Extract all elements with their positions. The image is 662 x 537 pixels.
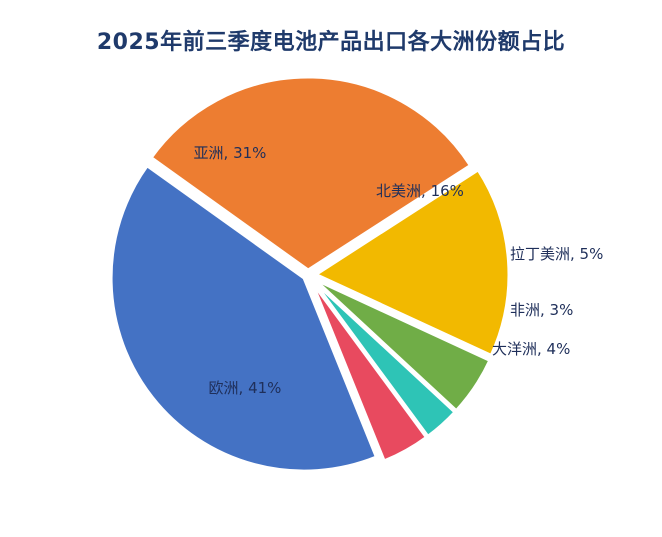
pie-labels: 欧洲, 41% 亚洲, 31% 北美洲, 16% 拉丁美洲, 5% 非洲, 3% 大洋洲,… bbox=[194, 144, 604, 397]
pie-slices bbox=[109, 75, 511, 473]
chart-title: 2025年前三季度电池产品出口各大洲份额占比 bbox=[96, 30, 566, 55]
pie-label-1: 欧洲, 41% bbox=[209, 379, 282, 397]
pie-label-4: 拉丁美洲, 5% bbox=[510, 245, 603, 263]
pie-label-5: 非洲, 3% bbox=[510, 301, 573, 319]
pie-label-2: 亚洲, 31% bbox=[194, 144, 267, 162]
pie-slice-2 bbox=[149, 75, 473, 272]
pie-slice-6 bbox=[310, 281, 429, 463]
pie-slice-3 bbox=[312, 167, 511, 358]
pie-slice-5 bbox=[312, 279, 458, 439]
pie-label-3: 北美洲, 16% bbox=[376, 182, 464, 200]
pie-slice-4 bbox=[313, 278, 492, 413]
pie-slice-1 bbox=[109, 163, 379, 473]
pie-label-6: 大洋洲, 4% bbox=[492, 340, 570, 358]
